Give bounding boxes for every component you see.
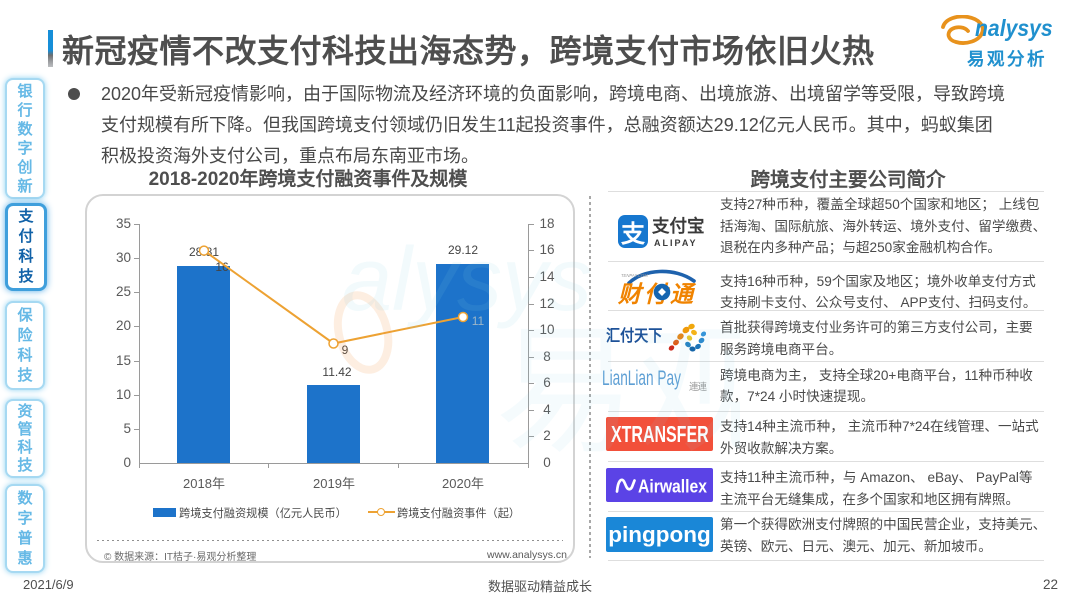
svg-text:TENPAY.COM: TENPAY.COM [621, 273, 648, 278]
svg-text:Airwallex: Airwallex [638, 475, 707, 497]
